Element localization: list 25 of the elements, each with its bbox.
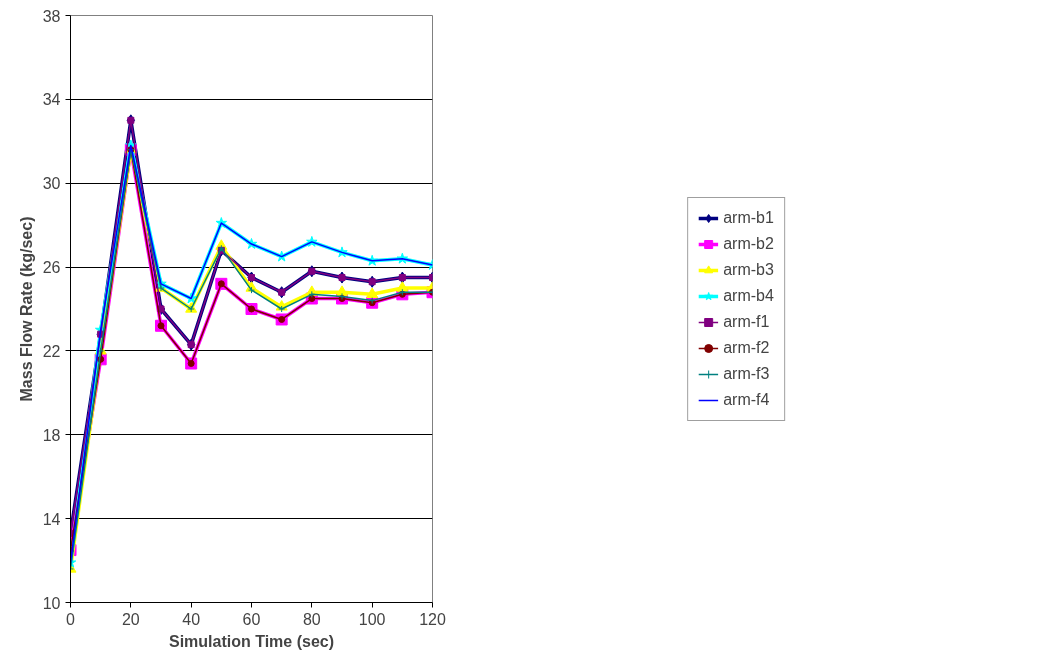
legend-label: arm-b3 (723, 260, 774, 279)
legend-label: arm-b4 (723, 286, 774, 305)
y-tick-label: 34 (42, 91, 61, 109)
y-tick-label: 18 (42, 426, 61, 444)
x-tick-label: 100 (358, 610, 386, 628)
legend-label: arm-f3 (723, 364, 770, 383)
y-tick-label: 22 (42, 342, 61, 360)
y-tick-label: 10 (42, 594, 61, 612)
x-tick-label: 120 (419, 610, 446, 628)
y-tick-label: 30 (42, 175, 61, 193)
x-tick-label: 40 (182, 610, 201, 628)
legend-label: arm-b2 (723, 234, 774, 253)
legend-label: arm-f4 (723, 390, 770, 409)
legend-label: arm-b1 (723, 208, 774, 227)
x-axis-title: Simulation Time (sec) (168, 632, 335, 650)
y-tick-label: 14 (42, 510, 61, 528)
x-tick-label: 80 (302, 610, 321, 628)
legend-label: arm-f2 (723, 338, 770, 357)
y-axis-title: Mass Flow Rate (kg/sec) (17, 216, 35, 402)
legend-label: arm-f1 (723, 312, 770, 331)
x-tick-label: 20 (121, 610, 140, 628)
y-tick-label: 38 (42, 7, 61, 25)
y-tick-label: 26 (42, 259, 61, 277)
x-tick-label: 60 (242, 610, 261, 628)
x-tick-label: 0 (66, 610, 76, 628)
